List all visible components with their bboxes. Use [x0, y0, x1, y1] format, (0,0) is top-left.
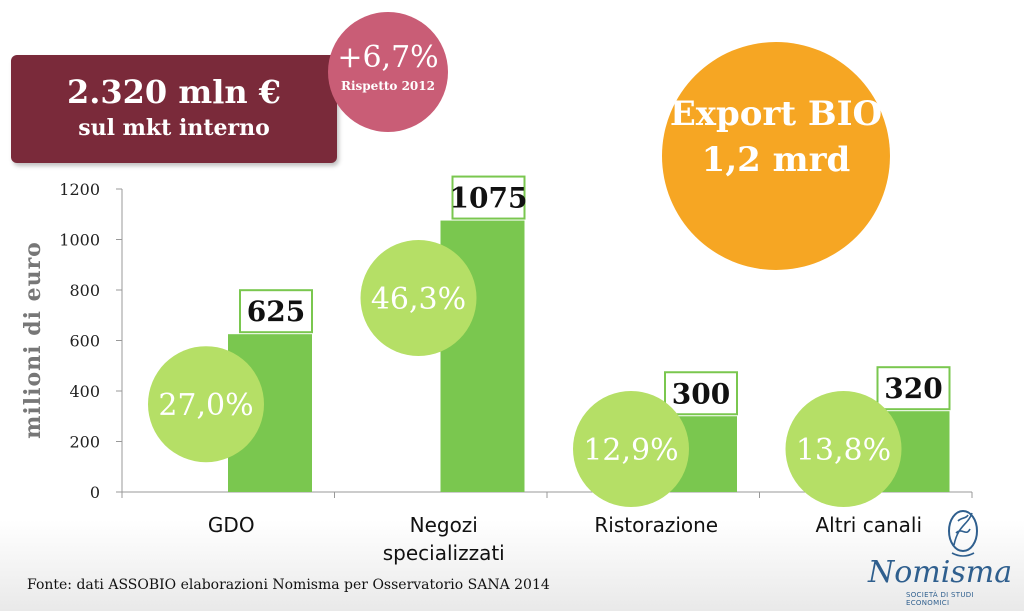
value-label: 1075	[450, 182, 528, 215]
category-label: Altri canali	[815, 513, 922, 537]
share-label: 12,9%	[583, 433, 678, 468]
value-label: 300	[672, 377, 730, 410]
source-note: Fonte: dati ASSOBIO elaborazioni Nomisma…	[27, 577, 550, 593]
share-circle	[360, 240, 477, 356]
value-label-box	[876, 366, 951, 411]
growth-badge: +6,7% Rispetto 2012	[328, 12, 448, 132]
y-tick-label: 1200	[59, 180, 100, 199]
market-total-subtitle: sul mkt interno	[78, 115, 270, 141]
y-tick-label: 400	[69, 382, 100, 401]
logo-tagline: SOCIETÀ DI STUDI ECONOMICI	[906, 591, 974, 607]
value-label-box	[239, 289, 313, 334]
category-label: Negozi	[410, 513, 478, 537]
market-total-value: 2.320 mln €	[66, 73, 282, 111]
category-label: GDO	[208, 513, 255, 537]
y-tick-label: 0	[90, 483, 100, 502]
value-label-box	[451, 175, 526, 220]
logo-name: Nomisma	[868, 555, 1013, 590]
export-badge: Export BIO 1,2 mrd	[662, 42, 890, 270]
value-label-box	[664, 371, 738, 416]
logo-emblem-icon	[948, 510, 978, 557]
y-tick-label: 1000	[59, 231, 100, 250]
growth-subtitle: Rispetto 2012	[341, 79, 435, 93]
y-tick-label: 800	[69, 281, 100, 300]
share-label: 27,0%	[158, 388, 253, 423]
y-tick-label: 200	[69, 433, 100, 452]
share-circle	[148, 346, 264, 463]
y-tick-label: 600	[69, 332, 100, 351]
export-value: 1,2 mrd	[701, 140, 851, 180]
share-circle	[785, 391, 902, 507]
category-label: specializzati	[383, 541, 505, 565]
export-title: Export BIO	[669, 94, 883, 134]
share-label: 46,3%	[371, 282, 466, 317]
market-total-box: 2.320 mln € sul mkt interno	[11, 55, 337, 163]
y-axis-label: milioni di euro	[20, 241, 46, 439]
value-label: 320	[884, 372, 942, 405]
category-label: Ristorazione	[594, 513, 718, 537]
share-circle	[573, 391, 689, 507]
value-label: 625	[247, 295, 305, 328]
share-label: 13,8%	[796, 433, 891, 468]
growth-value: +6,7%	[337, 40, 439, 75]
nomisma-logo: Nomisma SOCIETÀ DI STUDI ECONOMICI	[862, 505, 1014, 607]
